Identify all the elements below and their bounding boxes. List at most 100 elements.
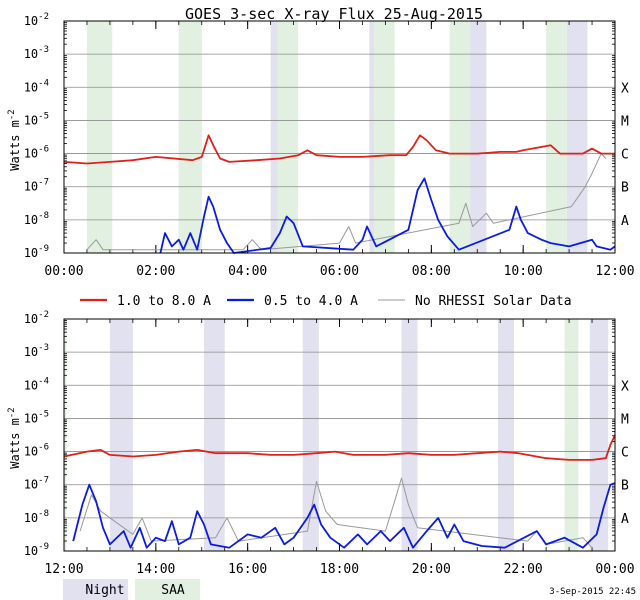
flare-class-label: A (621, 214, 629, 229)
x-tick-label: 12:00 (595, 264, 634, 279)
y-tick-label: 10-2 (24, 12, 49, 28)
y-tick-label: 10-4 (24, 376, 49, 392)
night-band (566, 21, 588, 253)
flare-class-label: X (621, 81, 629, 96)
y-tick-exp: -3 (38, 45, 49, 55)
svg-text:Watts m-2: Watts m-2 (7, 109, 22, 170)
y-tick-exp: -5 (38, 409, 49, 419)
legend-short-label: 0.5 to 4.0 A (264, 294, 358, 309)
y-axis-label-top: Watts m-2 (7, 109, 22, 170)
series-long-line (63, 134, 615, 165)
y-tick-base: 10 (24, 47, 38, 61)
ylabel-sup-2: -2 (7, 407, 17, 418)
y-tick-exp: -6 (38, 443, 49, 453)
saa-band (277, 21, 299, 253)
panel-bottom: 10-210-310-410-510-610-710-810-9XMCBA12:… (24, 310, 635, 577)
y-tick-exp: -6 (38, 145, 49, 155)
y-tick-label: 10-8 (24, 509, 49, 525)
y-tick-label: 10-3 (24, 343, 49, 359)
y-tick-base: 10 (24, 345, 38, 359)
y-tick-base: 10 (24, 180, 38, 194)
x-tick-label: 04:00 (228, 264, 267, 279)
y-tick-label: 10-4 (24, 78, 49, 94)
y-tick-exp: -3 (38, 343, 49, 353)
legend-long-label: 1.0 to 8.0 A (117, 294, 211, 309)
y-tick-label: 10-9 (24, 542, 49, 558)
series-long-line (63, 434, 616, 461)
flare-class-label: B (621, 479, 629, 494)
chart-title: GOES 3-sec X-ray Flux 25-Aug-2015 (185, 5, 483, 23)
ylabel-text: Watts m (8, 120, 22, 171)
y-tick-base: 10 (24, 14, 38, 28)
x-tick-label: 06:00 (320, 264, 359, 279)
y-tick-label: 10-8 (24, 211, 49, 227)
region-legend: Night SAA (63, 579, 200, 600)
series-legend: 1.0 to 8.0 A 0.5 to 4.0 A No RHESSI Sola… (80, 294, 572, 309)
y-tick-label: 10-6 (24, 145, 49, 161)
night-band (589, 319, 609, 551)
x-tick-label: 00:00 (595, 562, 634, 577)
y-tick-base: 10 (24, 113, 38, 127)
night-label: Night (85, 583, 124, 598)
flare-class-label: M (621, 412, 629, 427)
plot-frame (63, 20, 616, 254)
y-tick-base: 10 (24, 544, 38, 558)
x-tick-label: 08:00 (412, 264, 451, 279)
saa-band (546, 21, 567, 253)
x-tick-label: 02:00 (136, 264, 175, 279)
night-band (302, 319, 319, 551)
y-tick-label: 10-6 (24, 443, 49, 459)
x-tick-label: 10:00 (504, 264, 543, 279)
y-tick-base: 10 (24, 246, 38, 260)
x-tick-label: 18:00 (320, 562, 359, 577)
y-tick-base: 10 (24, 312, 38, 326)
y-tick-label: 10-5 (24, 111, 49, 127)
y-tick-exp: -7 (38, 178, 49, 188)
x-tick-label: 12:00 (44, 562, 83, 577)
y-tick-exp: -2 (38, 12, 49, 22)
timestamp: 3-Sep-2015 22:45 (549, 587, 636, 597)
y-tick-exp: -8 (38, 509, 49, 519)
flare-class-label: C (621, 148, 629, 163)
y-tick-base: 10 (24, 147, 38, 161)
y-tick-label: 10-7 (24, 178, 49, 194)
y-tick-base: 10 (24, 378, 38, 392)
y-axis-label-bottom: Watts m-2 (7, 407, 22, 468)
flare-class-label: X (621, 379, 629, 394)
series-nodata-line (86, 153, 607, 251)
night-band (204, 319, 225, 551)
y-tick-base: 10 (24, 511, 38, 525)
saa-band (178, 21, 202, 253)
plot-frame (63, 318, 616, 552)
y-tick-base: 10 (24, 411, 38, 425)
x-tick-label: 14:00 (136, 562, 175, 577)
y-tick-label: 10-7 (24, 476, 49, 492)
flare-class-label: M (621, 114, 629, 129)
flare-class-label: B (621, 181, 629, 196)
saa-band (373, 21, 395, 253)
night-swatch (63, 579, 128, 600)
y-tick-base: 10 (24, 445, 38, 459)
saa-band (86, 21, 113, 253)
ylabel-sup: -2 (7, 109, 17, 120)
y-tick-exp: -2 (38, 310, 49, 320)
x-tick-label: 16:00 (228, 562, 267, 577)
flare-class-label: A (621, 512, 629, 527)
saa-band (449, 21, 471, 253)
svg-text:Watts m-2: Watts m-2 (7, 407, 22, 468)
series-short-line (72, 482, 616, 549)
y-tick-label: 10-3 (24, 45, 49, 61)
night-band (497, 319, 514, 551)
x-tick-label: 00:00 (44, 264, 83, 279)
y-tick-exp: -9 (38, 244, 49, 254)
ylabel-text-2: Watts m (8, 418, 22, 469)
x-tick-label: 20:00 (412, 562, 451, 577)
y-tick-base: 10 (24, 478, 38, 492)
saa-band (564, 319, 579, 551)
y-tick-label: 10-2 (24, 310, 49, 326)
series-short-line (159, 177, 616, 254)
legend-nodata-label: No RHESSI Solar Data (415, 294, 572, 309)
y-tick-exp: -4 (38, 78, 49, 88)
series-nodata-line (79, 477, 593, 549)
